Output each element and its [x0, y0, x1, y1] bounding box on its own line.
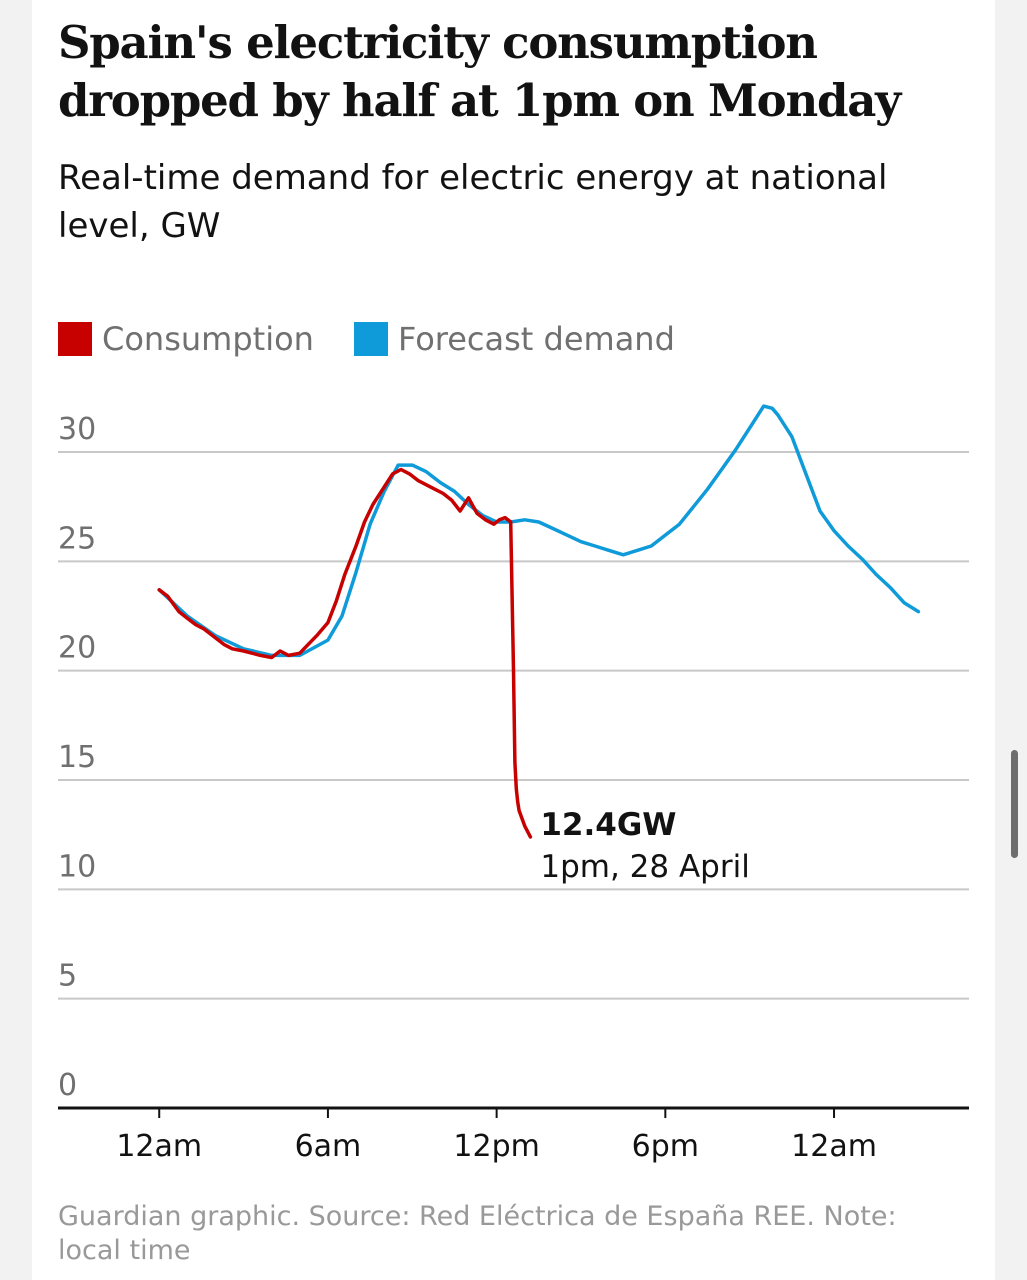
y-tick-label-20: 20 [58, 631, 96, 666]
legend-label-consumption: Consumption [102, 320, 314, 358]
chart-source-note: Guardian graphic. Source: Red Eléctrica … [58, 1201, 897, 1266]
y-tick-label-30: 30 [58, 412, 96, 447]
x-tick-label-0: 12am [116, 1129, 202, 1164]
y-tick-label-15: 15 [58, 740, 96, 775]
legend-swatch-forecast [353, 322, 388, 356]
legend-item-forecast: Forecast demand [353, 320, 675, 358]
y-tick-label-25: 25 [58, 521, 96, 556]
series-line-consumption [157, 467, 533, 839]
x-tick-label-3: 6pm [632, 1129, 699, 1164]
chart-subtitle: Real-time demand for electric energy at … [58, 158, 888, 246]
x-tick-label-2: 12pm [453, 1129, 539, 1164]
y-tick-label-10: 10 [58, 849, 96, 884]
series-line-forecast-demand [157, 404, 921, 658]
chart-card: Spain's electricity consumption dropped … [32, 0, 995, 1280]
y-tick-label-0: 0 [58, 1068, 77, 1103]
chart-title: Spain's electricity consumption dropped … [58, 16, 901, 127]
scrollbar-thumb[interactable] [1011, 750, 1018, 858]
y-tick-label-5: 5 [58, 959, 77, 994]
legend-swatch-consumption [58, 322, 92, 356]
x-tick-label-4: 12am [791, 1129, 877, 1164]
legend-label-forecast: Forecast demand [397, 320, 675, 358]
annotation-label: 1pm, 28 April [540, 849, 749, 885]
chart-legend: Consumption Forecast demand [58, 320, 715, 358]
line-chart: 0 5 10 15 20 25 30 12am 6am 12pm 6pm 12am 12.4GW 1pm,… [58, 404, 969, 1164]
x-tick-label-1: 6am [295, 1129, 362, 1164]
legend-item-consumption: Consumption [58, 320, 314, 358]
annotation-value: 12.4GW [540, 807, 676, 843]
